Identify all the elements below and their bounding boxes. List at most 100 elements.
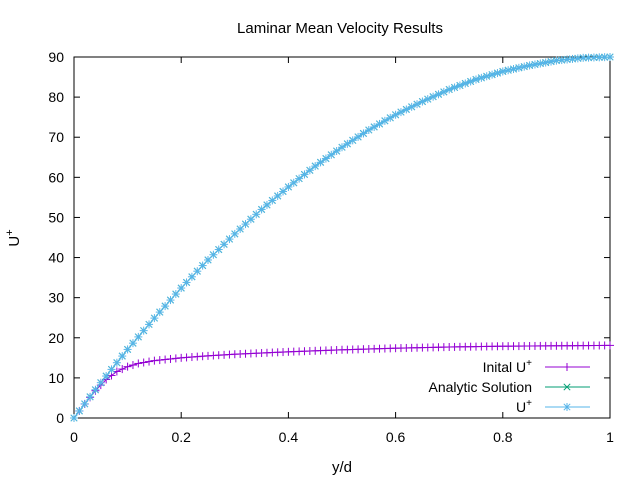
series-point <box>102 372 110 380</box>
series-point <box>161 302 169 310</box>
series-1 <box>70 341 614 422</box>
series-point <box>585 54 593 62</box>
x-tick-label: 0.2 <box>171 429 191 445</box>
series-point <box>558 56 566 64</box>
series-point <box>397 108 405 116</box>
y-tick-label: 90 <box>48 49 64 65</box>
series-point <box>91 386 99 394</box>
series-point <box>177 284 185 292</box>
series-point <box>156 308 164 316</box>
series-point <box>75 407 83 415</box>
series-layer <box>70 53 614 422</box>
legend-label: U+ <box>516 398 532 415</box>
series-3 <box>70 53 614 422</box>
series-point <box>579 54 587 62</box>
series-point <box>354 133 362 141</box>
series-point <box>284 183 292 191</box>
series-point <box>365 126 373 134</box>
series-point <box>488 71 496 79</box>
series-point <box>263 201 271 209</box>
series-point <box>134 333 142 341</box>
series-point <box>183 278 191 286</box>
x-tick-label: 0 <box>70 429 78 445</box>
legend-label-sup: + <box>526 358 532 369</box>
series-point <box>499 67 507 75</box>
series-point <box>531 60 539 69</box>
legend-swatch-marker <box>563 383 571 391</box>
series-point <box>317 158 325 166</box>
series-point <box>107 365 116 373</box>
y-tick-label: 40 <box>48 250 64 266</box>
x-axis-label: y/d <box>332 459 352 476</box>
series-point <box>547 58 555 66</box>
series-point <box>606 53 614 61</box>
series-point <box>343 140 351 148</box>
series-point <box>306 166 314 174</box>
y-tick-label: 20 <box>48 330 64 346</box>
y-tick-label: 10 <box>48 370 64 386</box>
series-point <box>349 136 357 144</box>
series-point <box>166 296 175 304</box>
series-point <box>472 75 480 84</box>
series-point <box>386 114 394 122</box>
series-point <box>590 53 598 62</box>
series-point <box>113 359 121 367</box>
series-point <box>375 120 384 128</box>
series-point <box>509 65 518 73</box>
series-point <box>140 327 148 335</box>
series-point <box>338 143 346 151</box>
y-tick-label: 80 <box>48 89 64 105</box>
series-point <box>542 58 550 67</box>
series-point <box>552 57 560 65</box>
y-tick-label: 70 <box>48 129 64 145</box>
series-point <box>574 54 582 62</box>
series-point <box>172 290 180 298</box>
series-point <box>408 103 416 111</box>
series-point <box>526 61 534 69</box>
series-point <box>274 192 282 200</box>
series-point <box>268 196 276 204</box>
series-point <box>124 345 132 353</box>
series-point <box>402 105 410 114</box>
x-tick-label: 1 <box>606 429 614 445</box>
series-point <box>300 170 309 178</box>
series-point <box>258 205 266 213</box>
series-point <box>279 187 287 196</box>
series-point <box>520 63 528 71</box>
series-point <box>504 66 512 74</box>
series-point <box>595 53 603 61</box>
legend-label-base: Inital U <box>483 359 527 375</box>
series-point <box>333 147 341 155</box>
series-point <box>295 175 303 183</box>
y-tick-label: 60 <box>48 169 64 185</box>
series-point <box>359 129 367 138</box>
series-point <box>81 400 89 408</box>
series-point <box>129 339 137 347</box>
series-point <box>290 179 298 187</box>
x-tick-label: 0.6 <box>386 429 406 445</box>
legend-swatch-marker <box>563 403 571 411</box>
series-point <box>483 72 491 80</box>
series-point <box>118 352 126 360</box>
series-point <box>86 393 94 401</box>
legend-label: Inital U+ <box>483 358 533 375</box>
chart-title: Laminar Mean Velocity Results <box>237 20 443 37</box>
legend-label-base: U <box>516 399 526 415</box>
series-point <box>97 379 105 387</box>
legend-label-sup: + <box>526 398 532 409</box>
series-point <box>536 59 544 68</box>
series-point <box>413 100 421 108</box>
plot-border <box>73 56 611 419</box>
plot-area <box>73 56 611 419</box>
series-point <box>381 117 389 125</box>
series-point <box>322 155 330 163</box>
legend-label: Analytic Solution <box>428 379 532 395</box>
x-tick-label: 0.8 <box>493 429 513 445</box>
series-point <box>568 55 577 63</box>
y-axis-label-sup: + <box>4 229 16 235</box>
series-point <box>370 123 378 131</box>
y-axis-label-base: U <box>6 236 23 247</box>
x-tick-label: 0.4 <box>279 429 299 445</box>
y-axis-label: U+ <box>4 229 23 246</box>
